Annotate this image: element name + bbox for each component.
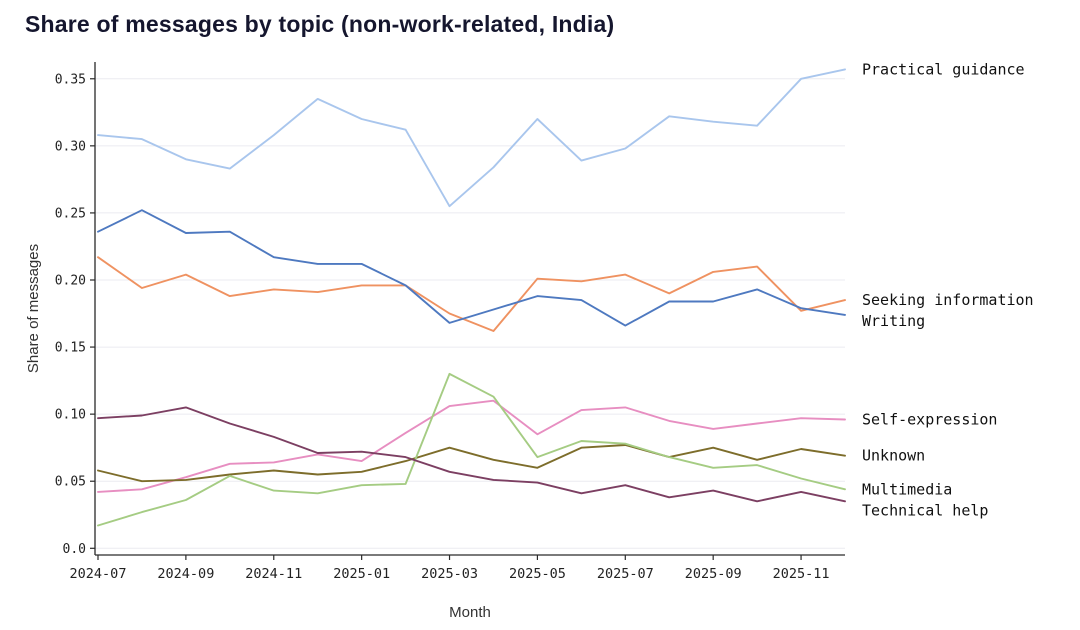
- x-tick-label: 2024-07: [70, 566, 127, 582]
- y-tick-label: 0.20: [55, 273, 86, 288]
- series-line-multimedia: [97, 372, 846, 527]
- x-tick-label: 2025-11: [773, 566, 830, 582]
- y-tick-label: 0.35: [55, 72, 86, 87]
- x-tick-label: 2024-11: [245, 566, 302, 582]
- x-axis-title: Month: [449, 604, 491, 621]
- x-tick-label: 2025-01: [333, 566, 390, 582]
- series-label-unknown: Unknown: [862, 447, 925, 465]
- series-line-practical-guidance: [97, 68, 846, 208]
- series-label-technical-help: Technical help: [862, 501, 988, 519]
- series-label-practical-guidance: Practical guidance: [862, 60, 1025, 78]
- series-label-multimedia: Multimedia: [862, 480, 952, 498]
- y-tick-label: 0.30: [55, 139, 86, 154]
- y-tick-label: 0.15: [55, 341, 86, 356]
- y-tick-label: 0.0: [63, 542, 86, 557]
- chart-title: Share of messages by topic (non-work-rel…: [25, 11, 615, 37]
- series-line-self-expression: [97, 399, 846, 493]
- series-label-self-expression: Self-expression: [862, 411, 997, 429]
- series-line-seeking-information: [97, 256, 846, 332]
- series-label-seeking-information: Seeking information: [862, 291, 1034, 309]
- y-axis-title: Share of messages: [25, 244, 42, 373]
- x-tick-label: 2025-09: [685, 566, 742, 582]
- y-tick-label: 0.10: [55, 408, 86, 423]
- y-tick-label: 0.05: [55, 475, 86, 490]
- x-tick-label: 2025-03: [421, 566, 478, 582]
- x-tick-label: 2025-05: [509, 566, 566, 582]
- series-line-writing: [97, 209, 846, 327]
- x-tick-label: 2024-09: [157, 566, 214, 582]
- x-tick-label: 2025-07: [597, 566, 654, 582]
- series-label-writing: Writing: [862, 312, 925, 330]
- series-line-technical-help: [97, 406, 846, 503]
- series-line-unknown: [97, 444, 846, 483]
- y-tick-label: 0.25: [55, 206, 86, 221]
